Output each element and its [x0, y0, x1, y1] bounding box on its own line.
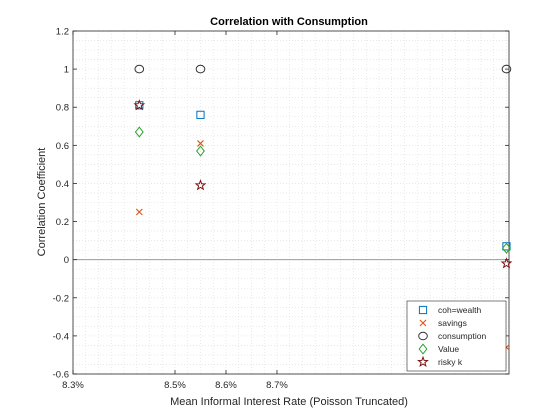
y-tick-label: -0.4	[53, 331, 69, 342]
series-risky-k	[133, 99, 513, 269]
x-tick-label: 8.6%	[215, 380, 237, 391]
x-axis-label: Mean Informal Interest Rate (Poisson Tru…	[170, 396, 408, 408]
x-tick-label: 8.3%	[62, 380, 84, 391]
data-points	[133, 64, 513, 351]
legend-entry: Value	[438, 344, 459, 354]
y-tick-label: 0.6	[56, 141, 69, 152]
chart-title: Correlation with Consumption	[210, 16, 368, 28]
data-point	[501, 64, 512, 74]
data-point	[502, 242, 511, 254]
y-tick-label: -0.2	[53, 293, 69, 304]
y-tick-label: 0	[64, 255, 69, 266]
data-point	[135, 208, 143, 216]
x-axis-ticks: 8.3% 8.5% 8.6% 8.7%	[62, 31, 288, 391]
y-tick-label: 1	[64, 65, 69, 76]
legend-entry: savings	[438, 318, 467, 328]
x-tick-label: 8.5%	[164, 380, 186, 391]
legend-marker	[418, 305, 428, 315]
data-point	[134, 126, 144, 138]
data-point	[195, 64, 206, 74]
data-point	[197, 140, 204, 147]
legend-entry: coh=wealth	[438, 305, 482, 315]
legend-marker	[417, 355, 429, 368]
y-tick-label: 0.4	[56, 179, 69, 190]
legend-marker	[418, 343, 428, 355]
y-axis-label: Correlation Coefficient	[36, 148, 48, 257]
axes-box	[72, 30, 510, 375]
data-point	[194, 179, 207, 191]
series-consumption	[134, 64, 512, 74]
legend-marker	[418, 331, 428, 341]
y-axis-ticks: -0.6 -0.4 -0.2 0 0.2 0.4 0.6 0.8 1 1.2	[53, 27, 509, 381]
y-tick-label: 0.8	[56, 103, 69, 114]
y-tick-label: 0.2	[56, 217, 69, 228]
x-tick-label: 8.7%	[266, 380, 288, 391]
data-point	[196, 110, 205, 119]
legend: coh=wealth savings consumption Value risky k	[406, 300, 507, 372]
data-point	[134, 64, 145, 74]
legend-entry: consumption	[438, 331, 486, 341]
series-value	[134, 126, 511, 254]
y-tick-label: -0.6	[53, 370, 69, 381]
axes	[72, 30, 510, 375]
legend-entry: risky k	[438, 357, 463, 367]
legend-marker	[419, 319, 427, 327]
y-tick-label: 1.2	[56, 27, 69, 38]
data-point	[196, 145, 205, 157]
data-point	[500, 257, 513, 269]
data-point	[133, 99, 146, 111]
